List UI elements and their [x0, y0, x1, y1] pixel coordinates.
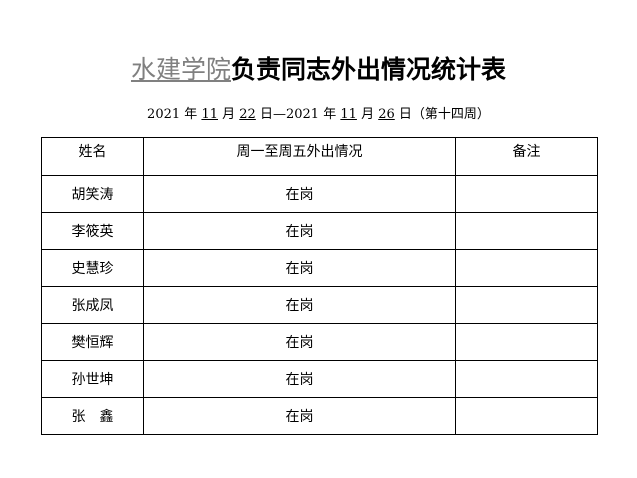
cell-status: 在岗	[143, 323, 456, 361]
statistics-table: 姓名 周一至周五外出情况 备注 胡笑涛 在岗 李筱英 在岗 史慧珍 在岗 张成凤 在岗 樊恒辉在…	[41, 137, 598, 435]
cell-note	[455, 323, 598, 361]
cell-name: 樊恒辉	[41, 323, 144, 361]
cell-note	[455, 397, 598, 435]
cell-status: 在岗	[143, 175, 456, 213]
document-title: 水建学院负责同志外出情况统计表	[0, 50, 637, 86]
cell-status: 在岗	[143, 286, 456, 324]
cell-note	[455, 286, 598, 324]
header-note: 备注	[455, 137, 598, 176]
date-range: 2021 年 11 月 22 日—2021 年 11 月 26 日（第十四周）	[147, 107, 490, 122]
cell-note	[455, 175, 598, 213]
table-row: 张 鑫在岗	[41, 397, 598, 435]
table-row: 樊恒辉 在岗	[41, 323, 598, 361]
cell-note	[455, 212, 598, 250]
table-row: 李筱英 在岗	[41, 212, 598, 250]
table-header-row: 姓名 周一至周五外出情况 备注	[41, 137, 598, 176]
title-text: 负责同志外出情况统计表	[231, 55, 507, 84]
cell-name: 孙世坤	[41, 360, 144, 398]
cell-name: 史慧珍	[41, 249, 144, 287]
table-row: 史慧珍 在岗	[41, 249, 598, 287]
cell-name: 张成凤	[41, 286, 144, 324]
header-name: 姓名	[41, 137, 144, 176]
cell-note	[455, 249, 598, 287]
cell-status: 在岗	[143, 249, 456, 287]
cell-note	[455, 360, 598, 398]
cell-status: 在岗	[143, 212, 456, 250]
cell-name: 李筱英	[41, 212, 144, 250]
cell-status: 在岗	[143, 360, 456, 398]
table-row: 孙世坤 在岗	[41, 360, 598, 398]
table-row: 张成凤 在岗	[41, 286, 598, 324]
cell-status: 在岗	[143, 397, 456, 435]
cell-name: 胡笑涛	[41, 175, 144, 213]
table-row: 胡笑涛 在岗	[41, 175, 598, 213]
org-name: 水建学院	[130, 55, 231, 84]
cell-name: 张 鑫	[41, 397, 144, 435]
header-status: 周一至周五外出情况	[143, 137, 456, 176]
